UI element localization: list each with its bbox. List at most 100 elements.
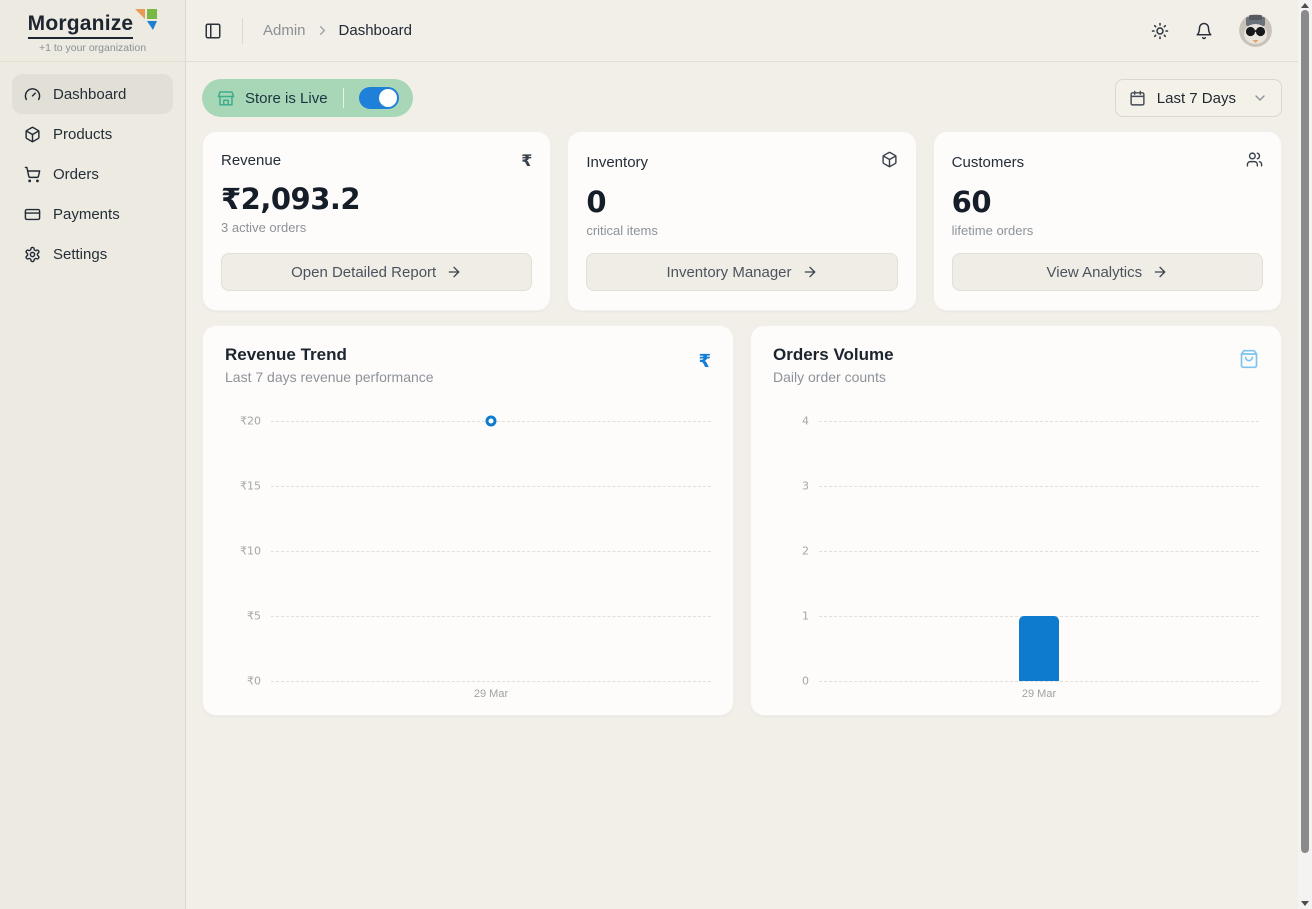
revenue-trend-chart-card: Revenue Trend Last 7 days revenue perfor…	[202, 325, 734, 716]
gridline	[819, 421, 1259, 422]
gear-icon	[25, 246, 40, 262]
breadcrumb-page: Dashboard	[338, 22, 412, 39]
y-tick: 3	[802, 479, 809, 493]
chart-title: Orders Volume	[773, 345, 894, 364]
gridline	[819, 551, 1259, 552]
button-label: View Analytics	[1046, 263, 1143, 281]
gridline	[271, 616, 711, 617]
stat-title: Inventory	[586, 153, 649, 171]
sidebar-item-label: Products	[53, 125, 113, 143]
top-bar: Admin Dashboard	[186, 0, 1298, 62]
y-tick: 1	[802, 609, 809, 623]
cart-icon	[24, 166, 41, 182]
sidebar-item-payments[interactable]: Payments	[12, 194, 173, 234]
sidebar-nav: Dashboard Products Orders Payments Setti…	[0, 62, 185, 286]
scrollbar-thumb[interactable]	[1301, 10, 1309, 853]
revenue-card: Revenue ₹ ₹2,093.2 3 active orders Open …	[202, 131, 552, 311]
stat-value: ₹2,093.2	[221, 182, 361, 216]
orders-plot-area: 29 Mar	[819, 421, 1259, 700]
calendar-icon	[1130, 90, 1145, 106]
header-divider	[242, 17, 243, 44]
store-live-toggle[interactable]	[358, 87, 399, 109]
revenue-data-point	[485, 415, 497, 427]
package-icon	[881, 151, 898, 173]
orders-bar	[1019, 616, 1059, 681]
brand-name: Morganize	[27, 13, 134, 39]
scroll-down-arrow[interactable]	[1301, 901, 1309, 906]
sun-icon[interactable]	[1151, 22, 1169, 40]
revenue-plot-area: 29 Mar	[271, 415, 711, 700]
scroll-up-arrow[interactable]	[1301, 3, 1309, 8]
store-icon	[217, 91, 235, 106]
y-tick: ₹15	[240, 479, 261, 493]
x-tick: 29 Mar	[473, 688, 509, 700]
stat-title: Revenue	[221, 152, 282, 169]
arrow-right-icon	[804, 266, 815, 278]
y-tick: 0	[802, 674, 809, 688]
gridline	[271, 681, 711, 682]
chart-title: Revenue Trend	[225, 345, 347, 364]
chevron-down-icon	[1255, 95, 1265, 101]
date-range-value: Last 7 Days	[1156, 89, 1236, 107]
y-axis: ₹20 ₹15 ₹10 ₹5 ₹0	[225, 415, 271, 688]
scrollbar	[1298, 0, 1312, 909]
toggle-knob	[378, 89, 397, 107]
brand: Morganize +1 to your organization	[0, 0, 185, 62]
inventory-manager-button[interactable]: Inventory Manager	[586, 253, 898, 291]
y-tick: 2	[802, 544, 809, 558]
customers-card: Customers 60 lifetime orders View Analyt…	[932, 131, 1282, 311]
button-label: Inventory Manager	[666, 263, 792, 281]
package-icon	[25, 126, 40, 142]
gridline	[819, 486, 1259, 487]
store-status-pill: Store is Live	[202, 79, 413, 117]
button-label: Open Detailed Report	[291, 263, 437, 281]
y-tick: 4	[802, 414, 809, 428]
chart-subtitle: Last 7 days revenue performance	[225, 369, 434, 385]
sidebar-item-dashboard[interactable]: Dashboard	[12, 74, 173, 114]
sidebar-item-label: Dashboard	[53, 85, 127, 103]
chart-subtitle: Daily order counts	[773, 369, 886, 385]
sidebar-toggle-icon[interactable]	[204, 22, 222, 40]
brand-logo-icon	[135, 9, 158, 31]
y-axis: 4 3 2 1 0	[773, 415, 819, 688]
inventory-card: Inventory 0 critical items Inventory Man…	[567, 131, 917, 311]
y-tick: ₹0	[247, 674, 261, 688]
chevron-right-icon	[319, 26, 325, 35]
arrow-right-icon	[448, 266, 460, 278]
stat-subtitle: 3 active orders	[221, 220, 307, 235]
sidebar-item-label: Orders	[53, 165, 99, 183]
credit-card-icon	[24, 208, 41, 220]
x-tick: 29 Mar	[1021, 688, 1057, 700]
dashboard-content: Store is Live Last 7 Days Revenue	[186, 62, 1298, 909]
breadcrumb: Admin Dashboard	[263, 22, 412, 39]
stat-subtitle: critical items	[586, 223, 658, 238]
sidebar-item-settings[interactable]: Settings	[12, 234, 173, 274]
gauge-icon	[24, 87, 41, 100]
stat-value: 0	[586, 185, 607, 219]
stat-subtitle: lifetime orders	[951, 223, 1034, 238]
sidebar-item-label: Settings	[53, 245, 108, 263]
gridline	[271, 486, 711, 487]
shopping-bag-icon	[1240, 349, 1258, 369]
open-detailed-report-button[interactable]: Open Detailed Report	[221, 253, 533, 291]
y-tick: ₹20	[240, 414, 261, 428]
sidebar-item-orders[interactable]: Orders	[12, 154, 173, 194]
y-tick: ₹10	[240, 544, 261, 558]
avatar[interactable]	[1239, 14, 1272, 47]
rupee-icon: ₹	[521, 151, 533, 170]
orders-volume-chart-card: Orders Volume Daily order counts 4 3 2 1	[750, 325, 1282, 716]
bell-icon[interactable]	[1195, 22, 1213, 40]
gridline	[271, 551, 711, 552]
sidebar: Morganize +1 to your organization Dashbo…	[0, 0, 186, 909]
y-tick: ₹5	[247, 609, 261, 623]
breadcrumb-section[interactable]: Admin	[263, 22, 306, 39]
rupee-icon: ₹	[698, 351, 711, 372]
store-status-label: Store is Live	[245, 89, 328, 107]
users-icon	[1246, 151, 1263, 173]
view-analytics-button[interactable]: View Analytics	[951, 253, 1263, 291]
stat-value: 60	[951, 185, 992, 219]
sidebar-item-products[interactable]: Products	[12, 114, 173, 154]
date-range-select[interactable]: Last 7 Days	[1114, 79, 1282, 117]
sidebar-item-label: Payments	[53, 205, 120, 223]
